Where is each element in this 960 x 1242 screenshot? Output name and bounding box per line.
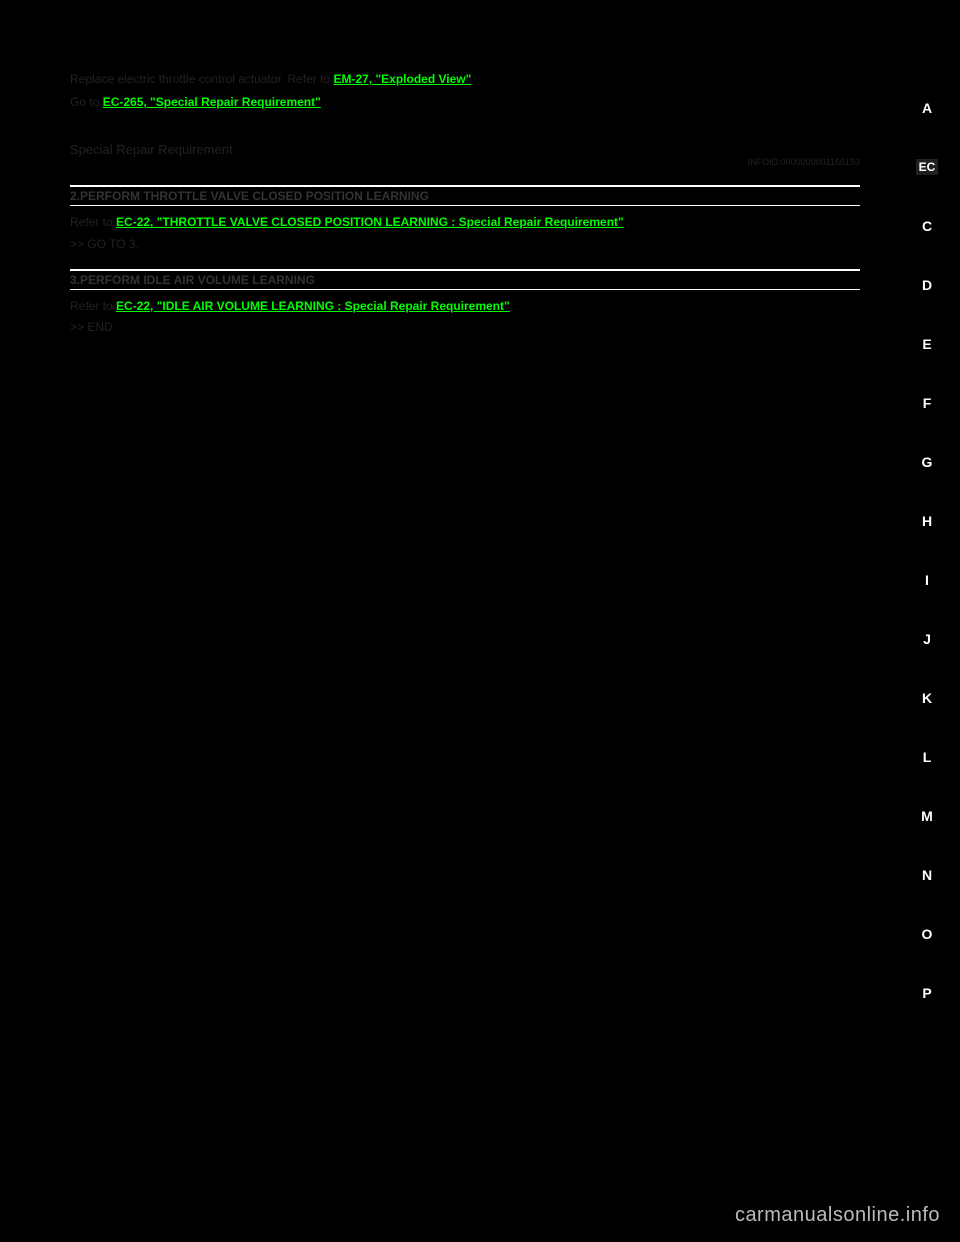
- side-nav-g[interactable]: G: [922, 454, 933, 470]
- intro-text-1: Replace electric throttle control actuat…: [70, 72, 333, 86]
- side-nav: A EC C D E F G H I J K L M N O P: [912, 100, 942, 1044]
- intro-line-2: Go to EC-265, "Special Repair Requiremen…: [70, 93, 860, 112]
- side-nav-a[interactable]: A: [922, 100, 932, 116]
- side-nav-k[interactable]: K: [922, 690, 932, 706]
- step-3-body: Refer to EC-22, "IDLE AIR VOLUME LEARNIN…: [70, 296, 860, 316]
- side-nav-c[interactable]: C: [922, 218, 932, 234]
- page-content: Replace electric throttle control actuat…: [70, 70, 860, 338]
- link-special-repair[interactable]: EC-265, "Special Repair Requirement": [103, 95, 321, 109]
- step-2-suffix: .: [627, 215, 630, 229]
- side-nav-p[interactable]: P: [922, 985, 931, 1001]
- step-3-arrow: >> END: [70, 320, 860, 334]
- link-idle-air-learning[interactable]: EC-22, "IDLE AIR VOLUME LEARNING : Speci…: [116, 299, 510, 313]
- intro-text-1-suffix: .: [475, 72, 478, 86]
- side-nav-n[interactable]: N: [922, 867, 932, 883]
- watermark: carmanualsonline.info: [735, 1204, 940, 1227]
- side-nav-j[interactable]: J: [923, 631, 931, 647]
- intro-text-2-suffix: .: [324, 95, 327, 109]
- intro-text-2: Go to: [70, 95, 103, 109]
- intro-line-1: Replace electric throttle control actuat…: [70, 70, 860, 89]
- step-2-section: 2.PERFORM THROTTLE VALVE CLOSED POSITION…: [70, 185, 860, 250]
- side-nav-l[interactable]: L: [923, 749, 932, 765]
- special-repair-heading: Special Repair Requirement: [70, 142, 860, 157]
- side-nav-d[interactable]: D: [922, 277, 932, 293]
- step-2-header: 2.PERFORM THROTTLE VALVE CLOSED POSITION…: [70, 185, 860, 206]
- step-2-body: Refer to EC-22, "THROTTLE VALVE CLOSED P…: [70, 212, 860, 232]
- side-nav-i[interactable]: I: [925, 572, 929, 588]
- step-2-prefix: Refer to: [70, 215, 116, 229]
- link-throttle-learning[interactable]: EC-22, "THROTTLE VALVE CLOSED POSITION L…: [116, 215, 624, 229]
- side-nav-e[interactable]: E: [922, 336, 931, 352]
- step-3-header: 3.PERFORM IDLE AIR VOLUME LEARNING: [70, 269, 860, 290]
- info-id: INFOID:0000000001166193: [70, 157, 860, 167]
- link-exploded-view[interactable]: EM-27, "Exploded View": [333, 72, 471, 86]
- side-nav-o[interactable]: O: [922, 926, 933, 942]
- step-3-section: 3.PERFORM IDLE AIR VOLUME LEARNING Refer…: [70, 269, 860, 334]
- side-nav-h[interactable]: H: [922, 513, 932, 529]
- side-nav-m[interactable]: M: [921, 808, 933, 824]
- side-nav-f[interactable]: F: [923, 395, 932, 411]
- side-nav-ec[interactable]: EC: [916, 159, 939, 175]
- step-2-arrow: >> GO TO 3.: [70, 237, 860, 251]
- step-3-suffix: .: [513, 299, 516, 313]
- step-3-prefix: Refer to: [70, 299, 116, 313]
